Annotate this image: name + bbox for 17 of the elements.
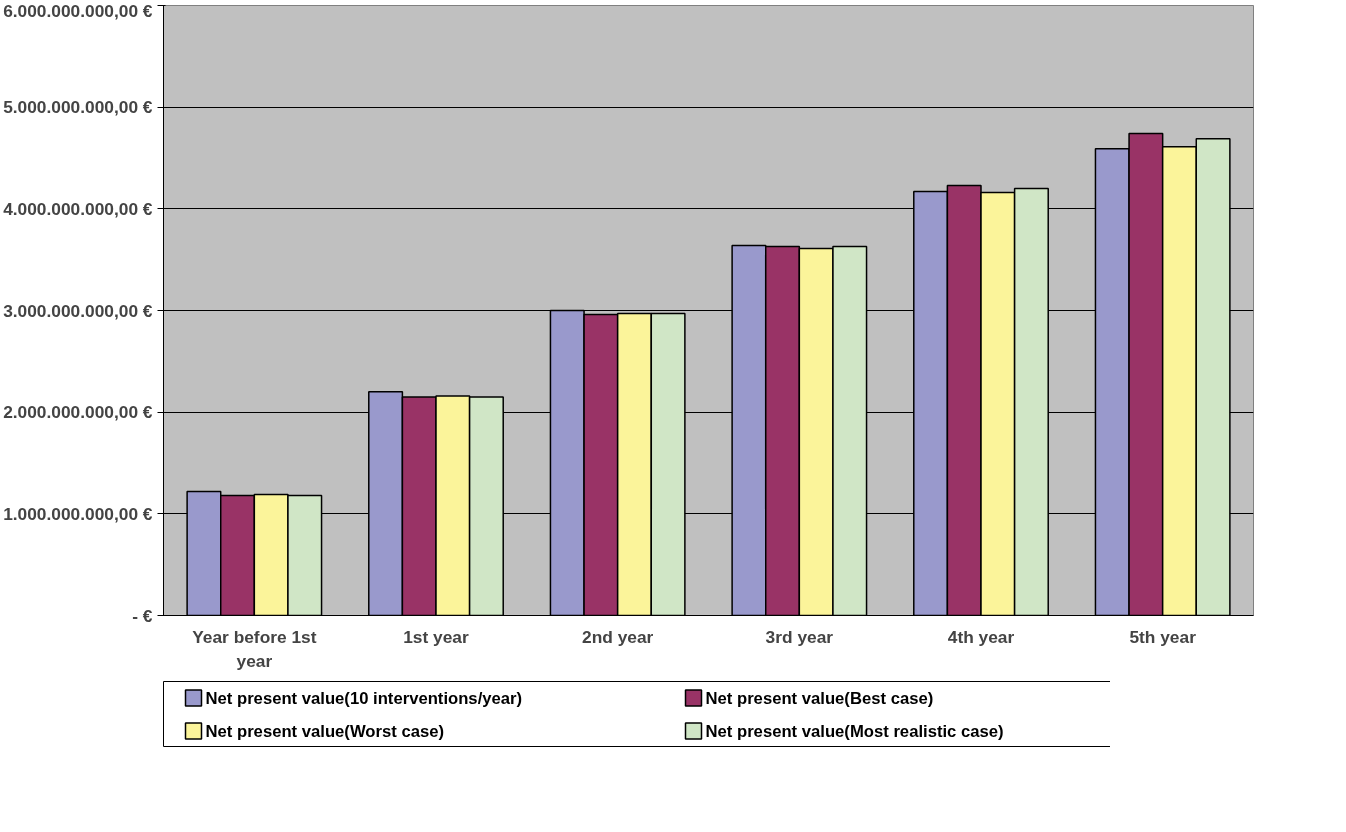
y-tick-label: 1.000.000.000,00 € [3, 503, 153, 524]
y-tick-label: 2.000.000.000,00 € [3, 402, 153, 423]
y-tick-label: 3.000.000.000,00 € [3, 300, 153, 321]
y-tick-label: 5.000.000.000,00 € [3, 97, 153, 118]
x-tick-label: 1st year [403, 626, 470, 647]
x-tick-label: 4th year [947, 626, 1015, 647]
legend-label: Net present value(10 interventions/year) [205, 688, 523, 708]
x-tick-label: Year before 1st year [192, 626, 317, 671]
legend-label: Net present value(Worst case) [205, 721, 445, 741]
x-tick-label: 5th year [1129, 626, 1197, 647]
x-tick-label: 3rd year [765, 626, 834, 647]
legend-label: Net present value(Best case) [705, 688, 934, 708]
x-tick-label: 2nd year [582, 626, 654, 647]
legend-label: Net present value(Most realistic case) [705, 721, 1004, 741]
y-tick-label: 6.000.000.000,00 € [3, 0, 153, 21]
y-tick-label: 4.000.000.000,00 € [3, 198, 153, 219]
y-tick-label: - € [132, 605, 153, 626]
